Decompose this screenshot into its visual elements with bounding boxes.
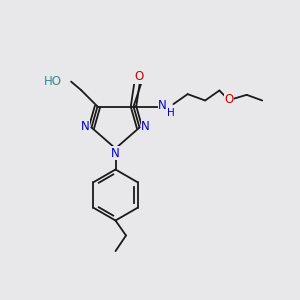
Text: HO: HO bbox=[44, 74, 62, 88]
Text: N: N bbox=[158, 98, 167, 112]
Text: H: H bbox=[167, 108, 174, 118]
Text: O: O bbox=[134, 70, 143, 83]
Text: N: N bbox=[141, 119, 150, 133]
Text: N: N bbox=[81, 119, 90, 133]
Text: O: O bbox=[224, 93, 234, 106]
Text: N: N bbox=[111, 146, 120, 160]
